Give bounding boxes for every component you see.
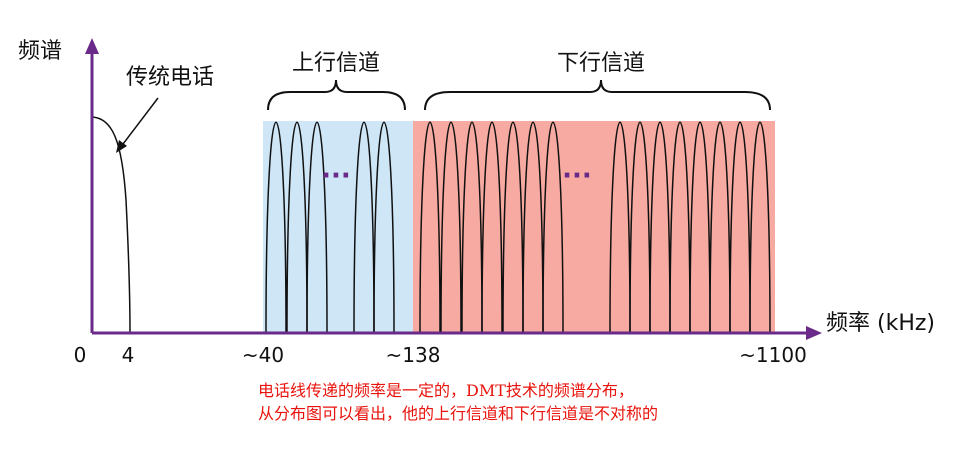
caption-line: 电话线传递的频率是一定的，DMT技术的频谱分布， xyxy=(258,381,634,400)
downstream-label: 下行信道 xyxy=(557,51,645,76)
carrier-hump xyxy=(373,121,395,334)
phone-label: 传统电话 xyxy=(126,65,214,90)
x-arrow xyxy=(806,326,822,340)
caption-line: 从分布图可以看出，他的上行信道和下行信道是不对称的 xyxy=(258,404,658,423)
tick-label: ~138 xyxy=(386,343,441,367)
carrier-hump xyxy=(461,121,483,334)
pointer-head xyxy=(116,140,127,153)
phone-pointer xyxy=(119,97,159,149)
carrier-hump xyxy=(522,121,544,334)
carrier-hump xyxy=(709,121,731,334)
tick-label: 4 xyxy=(122,343,135,367)
ellipsis: ··· xyxy=(562,161,592,191)
carrier-hump xyxy=(689,121,711,334)
tick-label: ~40 xyxy=(242,343,284,367)
carrier-hump xyxy=(481,121,503,334)
carriers xyxy=(265,121,771,334)
carrier-hump xyxy=(649,121,671,334)
phone-curve xyxy=(91,116,131,334)
downstream-band xyxy=(413,121,775,333)
carrier-hump xyxy=(306,121,328,334)
y-arrow xyxy=(85,38,99,54)
carrier-hump xyxy=(265,121,287,334)
carrier-hump xyxy=(353,121,375,334)
carrier-hump xyxy=(502,121,524,334)
downstream-brace xyxy=(424,79,771,111)
carrier-hump xyxy=(440,121,462,334)
tick-label: ~1100 xyxy=(739,343,807,367)
upstream-brace xyxy=(267,79,406,111)
carrier-hump xyxy=(286,121,308,334)
carrier-hump xyxy=(729,121,751,334)
carrier-hump xyxy=(419,121,441,334)
carrier-hump xyxy=(542,121,564,334)
carrier-hump xyxy=(629,121,651,334)
y-label: 频谱 xyxy=(18,39,62,64)
ellipsis: ··· xyxy=(321,161,351,191)
x-label: 频率 (kHz) xyxy=(826,311,935,336)
carrier-hump xyxy=(749,121,771,334)
upstream-label: 上行信道 xyxy=(292,51,380,76)
tick-label: 0 xyxy=(74,343,87,367)
carrier-hump xyxy=(669,121,691,334)
carrier-hump xyxy=(609,121,631,334)
